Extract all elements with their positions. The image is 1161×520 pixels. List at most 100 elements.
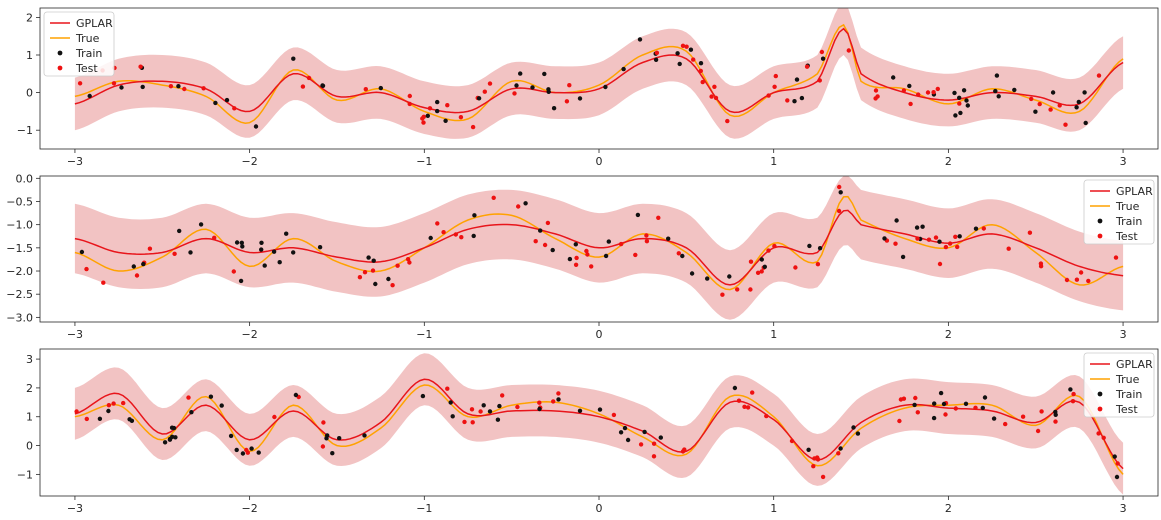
test-point bbox=[172, 251, 177, 256]
test-point bbox=[201, 86, 206, 91]
plot-area bbox=[74, 176, 1124, 320]
train-point bbox=[1053, 412, 1058, 417]
test-point bbox=[84, 266, 89, 272]
true-line bbox=[74, 195, 1124, 291]
test-point bbox=[407, 93, 412, 99]
train-point bbox=[518, 71, 523, 76]
train-point bbox=[838, 190, 843, 195]
test-point bbox=[651, 441, 657, 446]
train-point bbox=[577, 96, 583, 101]
train-point bbox=[666, 236, 671, 241]
x-tick-label: 1 bbox=[770, 328, 777, 341]
legend-train-label: Train bbox=[1115, 215, 1142, 228]
train-point bbox=[249, 446, 254, 451]
x-tick-label: −1 bbox=[416, 155, 432, 168]
test-point bbox=[772, 84, 777, 90]
test-point bbox=[500, 393, 505, 398]
test-point bbox=[750, 390, 755, 395]
legend-train-label: Train bbox=[1115, 388, 1142, 401]
train-point bbox=[1068, 387, 1073, 392]
train-point bbox=[698, 61, 704, 66]
train-point bbox=[1082, 90, 1087, 95]
test-point bbox=[564, 99, 570, 104]
train-point bbox=[240, 244, 245, 249]
x-tick-label: 2 bbox=[945, 502, 952, 515]
y-tick-label: 1 bbox=[26, 49, 33, 62]
legend-train-swatch bbox=[1097, 391, 1103, 397]
test-point bbox=[772, 243, 777, 249]
train-point bbox=[964, 98, 969, 103]
test-point bbox=[134, 273, 140, 278]
train-point bbox=[362, 433, 367, 438]
train-point bbox=[1076, 99, 1082, 105]
test-point bbox=[427, 106, 433, 111]
train-point bbox=[189, 410, 194, 415]
test-point bbox=[357, 275, 363, 280]
test-point bbox=[793, 265, 798, 270]
test-point bbox=[712, 84, 717, 90]
test-point bbox=[147, 246, 153, 251]
test-point bbox=[720, 292, 725, 297]
train-point bbox=[882, 236, 887, 241]
train-point bbox=[820, 56, 826, 61]
train-point bbox=[141, 261, 146, 267]
train-point bbox=[567, 256, 573, 262]
test-point bbox=[487, 81, 493, 86]
y-tick-label: 2 bbox=[26, 382, 33, 395]
test-point bbox=[1078, 270, 1084, 275]
test-point bbox=[764, 413, 769, 419]
test-point bbox=[943, 412, 948, 417]
test-point bbox=[953, 234, 958, 239]
plot-area bbox=[74, 353, 1124, 495]
test-point bbox=[1038, 261, 1044, 266]
train-point bbox=[1050, 90, 1056, 95]
test-point bbox=[759, 269, 764, 274]
train-point bbox=[993, 88, 998, 94]
y-tick-label: −1.5 bbox=[6, 242, 33, 255]
plot-area bbox=[74, 8, 1124, 139]
test-point bbox=[462, 419, 467, 425]
test-point bbox=[955, 244, 960, 250]
x-tick-label: 1 bbox=[770, 155, 777, 168]
train-point bbox=[550, 247, 555, 253]
test-point bbox=[698, 68, 703, 74]
test-point bbox=[453, 232, 458, 237]
x-tick-label: 2 bbox=[945, 155, 952, 168]
test-point bbox=[654, 50, 660, 55]
x-tick-label: 0 bbox=[596, 328, 603, 341]
test-point bbox=[700, 79, 705, 85]
true-line bbox=[74, 23, 1124, 124]
test-point bbox=[925, 90, 931, 95]
test-point bbox=[1037, 101, 1042, 107]
train-point bbox=[378, 85, 383, 91]
train-point bbox=[371, 258, 376, 263]
test-point bbox=[545, 220, 551, 226]
legend-gplar-label: GPLAR bbox=[76, 17, 113, 30]
test-point bbox=[138, 64, 143, 69]
train-point bbox=[259, 247, 264, 252]
x-tick-label: 2 bbox=[945, 328, 952, 341]
test-point bbox=[1057, 103, 1062, 108]
train-point bbox=[373, 281, 378, 287]
test-point bbox=[766, 93, 771, 98]
test-point bbox=[1113, 255, 1119, 260]
test-point bbox=[84, 416, 90, 422]
test-point bbox=[755, 270, 761, 275]
train-point bbox=[514, 83, 519, 88]
test-point bbox=[306, 75, 312, 81]
legend-box bbox=[1083, 179, 1155, 245]
y-tick-label: −1 bbox=[17, 468, 33, 481]
test-point bbox=[745, 405, 751, 410]
test-point bbox=[370, 268, 376, 273]
test-point bbox=[713, 95, 719, 101]
test-point bbox=[1115, 461, 1120, 466]
train-point bbox=[262, 263, 267, 268]
uncertainty-band bbox=[74, 8, 1124, 139]
train-point bbox=[291, 56, 296, 61]
test-point bbox=[937, 261, 943, 267]
test-point bbox=[168, 84, 174, 89]
test-point bbox=[957, 101, 962, 106]
train-point bbox=[542, 71, 547, 77]
test-point bbox=[897, 418, 902, 424]
